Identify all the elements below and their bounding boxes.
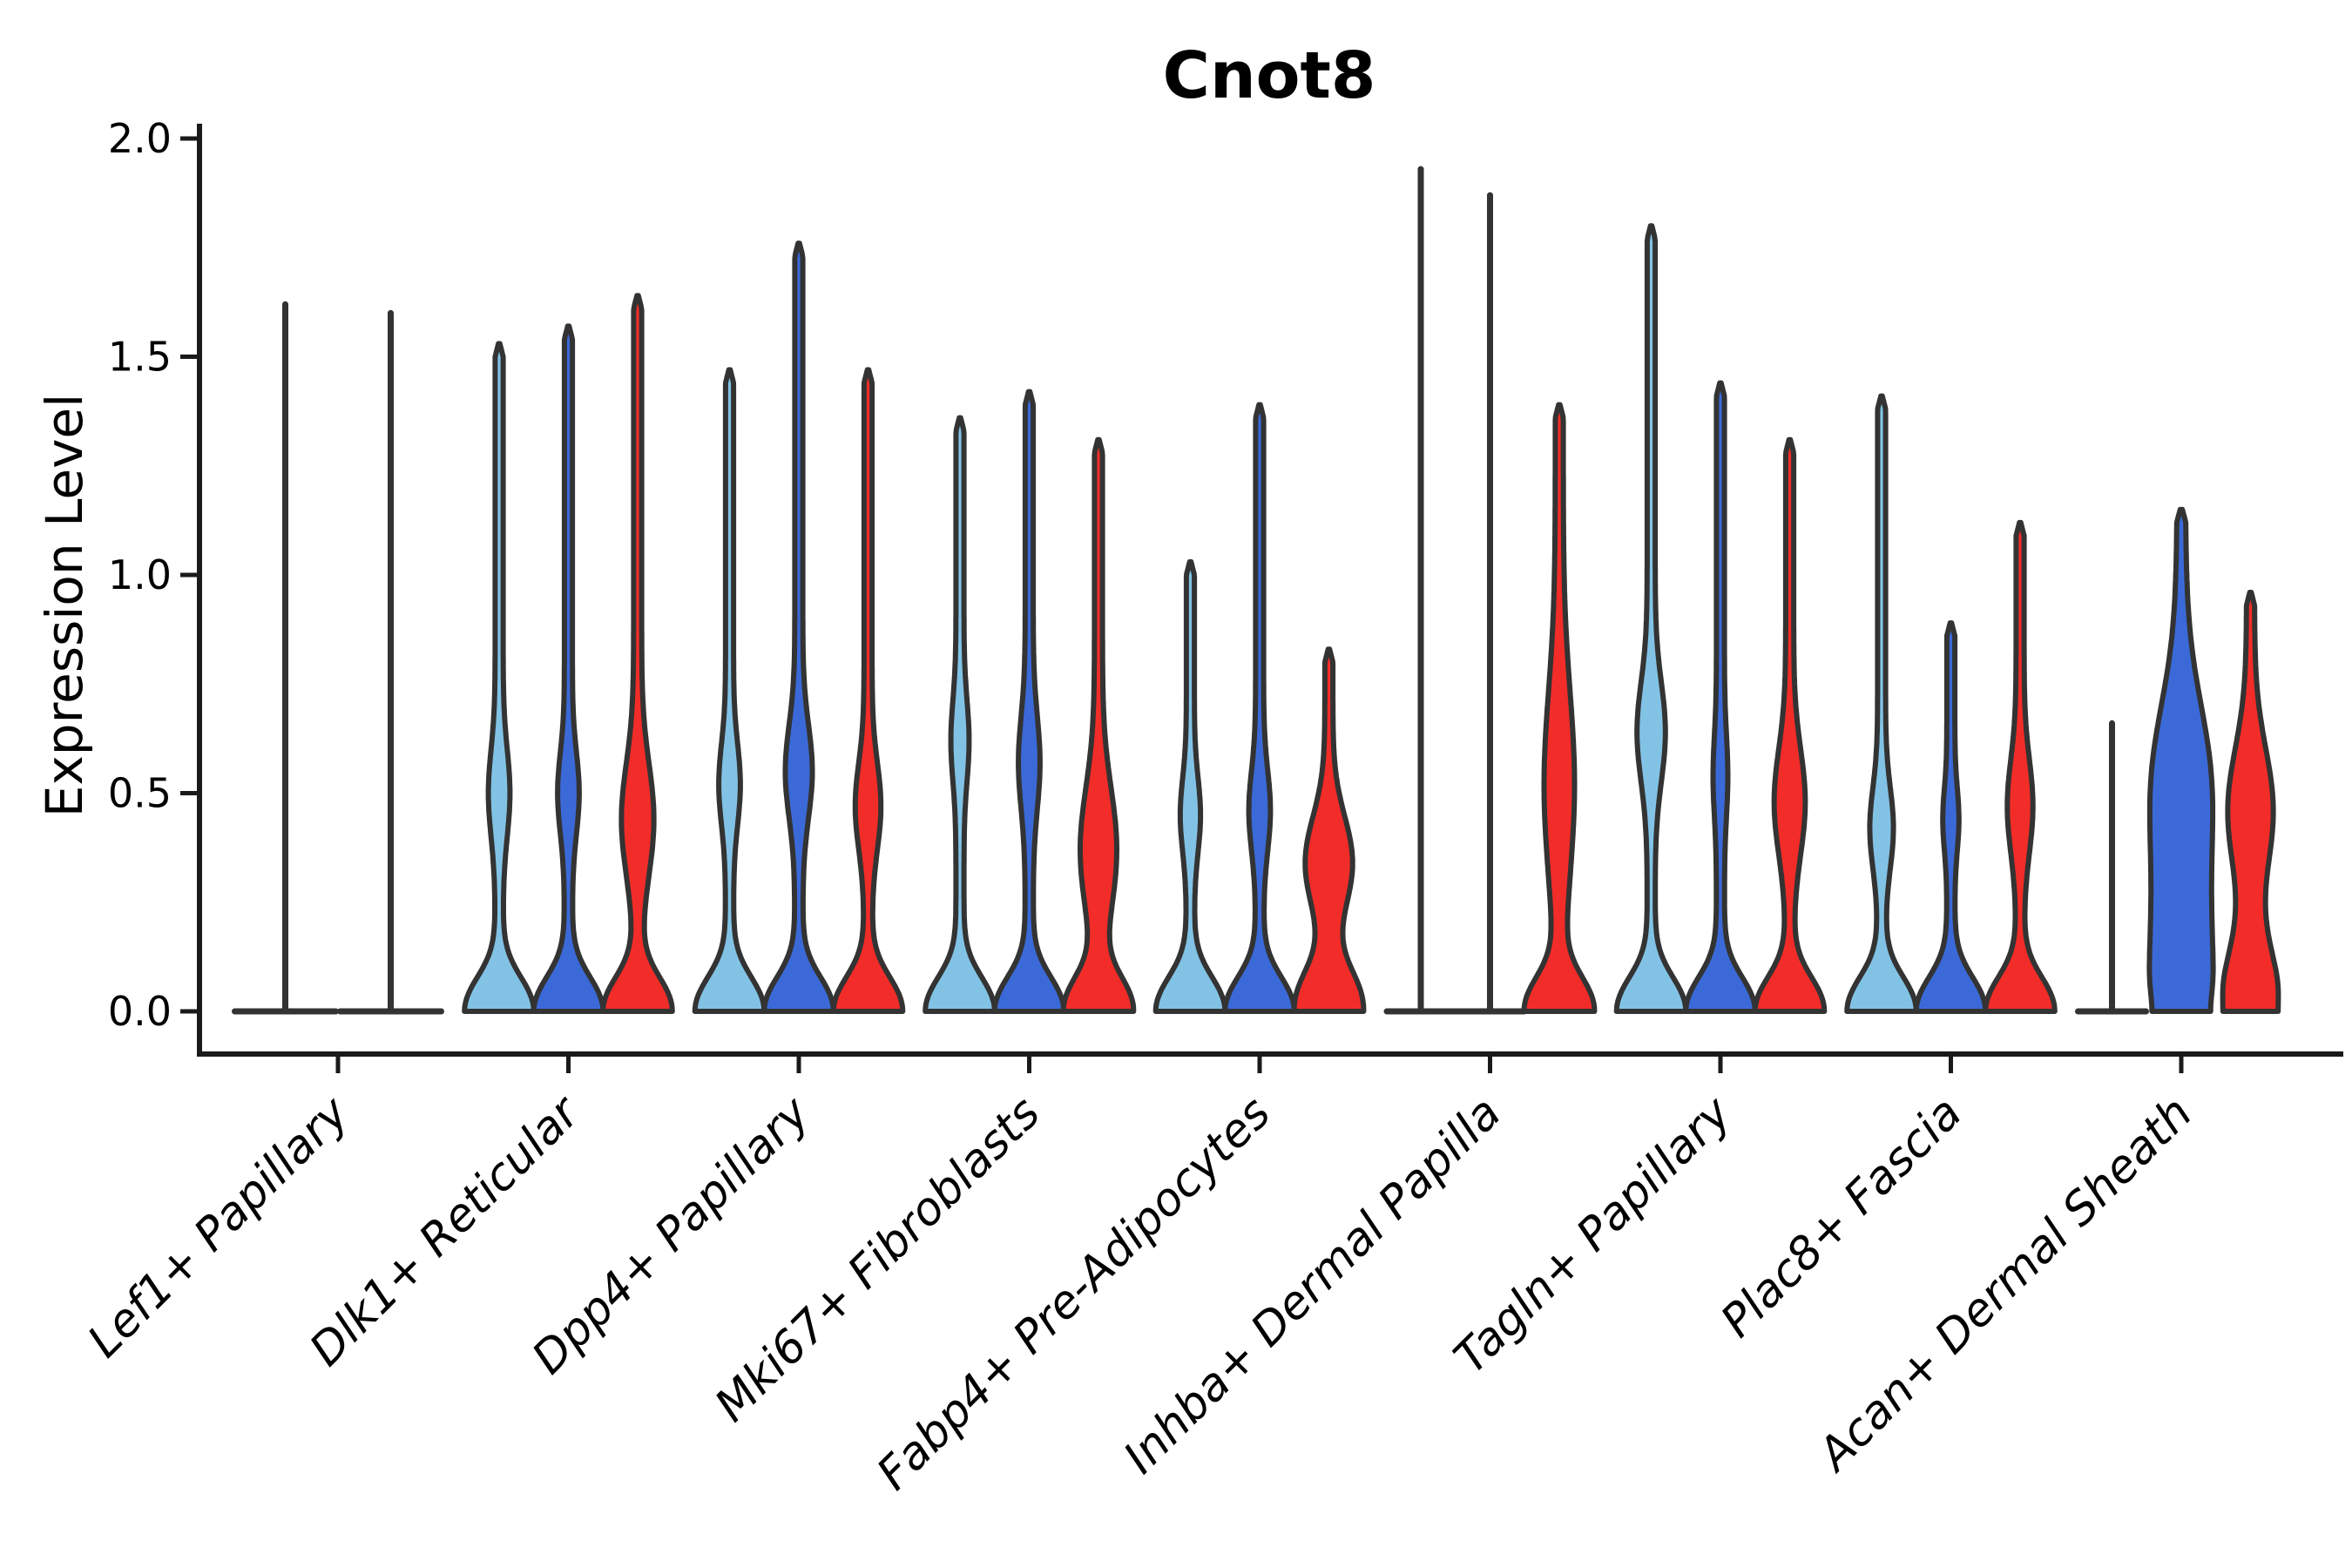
x-tick-label: Acan+ Dermal Sheath xyxy=(1807,1087,2202,1483)
x-tick-label: Plac8+ Fascia xyxy=(1711,1087,1971,1348)
y-axis-label: Expression Level xyxy=(35,394,94,817)
violin-mki67-fibroblasts-light-blue xyxy=(923,415,997,1014)
violin-acan-dermal-sheath-red xyxy=(2220,590,2281,1014)
violin-plac8-fascia-light-blue xyxy=(1844,393,1919,1014)
violin-tagln-papillary-light-blue xyxy=(1613,223,1689,1014)
x-tick-label: Inhba+ Dermal Papilla xyxy=(1114,1087,1511,1484)
violin-dpp4-papillary-light-blue xyxy=(692,367,767,1014)
violin-lef1-papillary-dark-blue xyxy=(337,309,444,1015)
y-tick-label: 2.0 xyxy=(108,115,172,162)
x-tick-label: Fabp4+ Pre-Adipocytes xyxy=(868,1087,1281,1501)
axes: 0.0 0.5 1.0 1.5 2.0 xyxy=(108,115,2343,1057)
violin-plac8-fascia-red xyxy=(1983,519,2058,1014)
violin-inhba-dermal-papilla-red xyxy=(1521,402,1598,1014)
y-tick-label: 1.0 xyxy=(108,551,172,598)
violin-mki67-fibroblasts-red xyxy=(1060,436,1137,1014)
violin-acan-dermal-sheath-light-blue xyxy=(2075,720,2149,1015)
violin-dlk1-reticular-red xyxy=(600,293,675,1014)
violins xyxy=(232,166,2281,1015)
violin-inhba-dermal-papilla-light-blue xyxy=(1383,166,1458,1015)
y-tick-label: 0.5 xyxy=(108,770,172,817)
violin-inhba-dermal-papilla-dark-blue xyxy=(1453,192,1527,1015)
violin-lef1-papillary-light-blue xyxy=(232,301,339,1015)
violin-tagln-papillary-dark-blue xyxy=(1683,380,1758,1014)
violin-fabp4-pre-adipocytes-light-blue xyxy=(1152,559,1228,1014)
violin-dpp4-papillary-red xyxy=(830,367,906,1014)
violin-dlk1-reticular-light-blue xyxy=(462,341,537,1014)
violin-fabp4-pre-adipocytes-red xyxy=(1291,646,1367,1014)
y-tick-label: 0.0 xyxy=(108,988,172,1035)
violin-dpp4-papillary-dark-blue xyxy=(761,240,836,1014)
violin-plac8-fascia-dark-blue xyxy=(1913,620,1989,1014)
violin-dlk1-reticular-dark-blue xyxy=(531,323,606,1014)
violin-tagln-papillary-red xyxy=(1752,436,1828,1014)
chart-title: Cnot8 xyxy=(1163,38,1376,113)
y-tick-label: 1.5 xyxy=(108,334,172,381)
violin-acan-dermal-sheath-dark-blue xyxy=(2146,506,2216,1014)
violin-mki67-fibroblasts-dark-blue xyxy=(991,389,1067,1014)
violin-fabp4-pre-adipocytes-dark-blue xyxy=(1222,402,1297,1014)
